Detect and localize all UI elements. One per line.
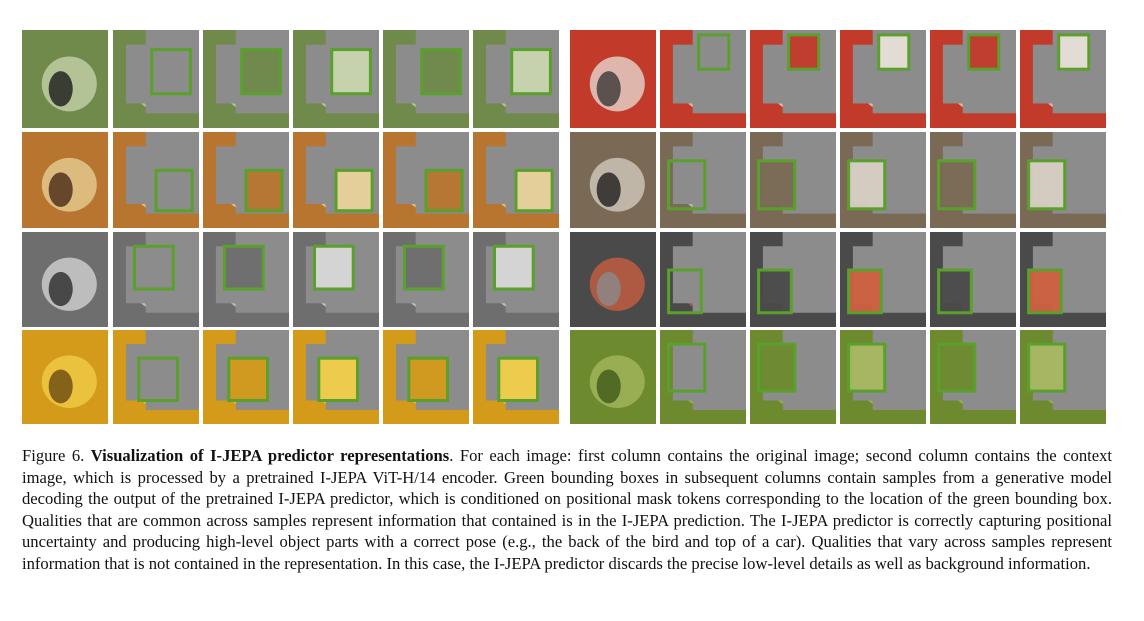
green-box [967, 33, 1001, 71]
predicted-sample [494, 246, 534, 289]
predicted-sample [498, 358, 538, 401]
green-box [137, 356, 180, 403]
predicted-sample [1058, 34, 1089, 70]
green-box [697, 33, 731, 71]
caption-label: Figure 6. [22, 446, 85, 465]
green-box [937, 159, 977, 211]
photo-detail [596, 369, 621, 404]
predicted-sample [1028, 270, 1062, 313]
context-mask [125, 246, 161, 304]
context-mask [125, 344, 161, 401]
green-box [240, 48, 282, 96]
green-box [757, 342, 797, 393]
photo-detail [48, 271, 73, 307]
predicted-sample [758, 160, 795, 209]
green-box [223, 244, 265, 291]
predicted-sample [314, 246, 354, 289]
green-box [787, 33, 821, 71]
green-box [514, 168, 554, 213]
green-box [244, 168, 284, 213]
figure-grid [22, 30, 1106, 424]
green-box [1027, 342, 1067, 393]
green-box [1027, 268, 1063, 315]
green-box [667, 342, 707, 393]
caption-body: . For each image: first column contains … [22, 446, 1112, 573]
predicted-sample [938, 270, 972, 313]
green-box [497, 356, 539, 403]
green-box [757, 159, 797, 211]
green-box [424, 168, 464, 213]
green-box [757, 268, 793, 315]
predicted-sample [848, 270, 882, 313]
predicted-sample [511, 49, 551, 94]
green-box [847, 342, 887, 393]
green-box [403, 244, 445, 291]
photo-detail [48, 71, 73, 107]
predicted-sample [788, 34, 819, 70]
green-box [334, 168, 374, 213]
photo-detail [596, 71, 621, 107]
predicted-sample [1028, 160, 1065, 209]
photo-detail [48, 369, 73, 404]
green-box [317, 356, 359, 403]
photo-detail [596, 172, 621, 207]
green-box [227, 356, 270, 403]
context-mask [672, 146, 708, 204]
predicted-sample [228, 358, 268, 401]
predicted-sample [1028, 344, 1065, 392]
photo-detail [48, 172, 73, 207]
green-box [667, 159, 707, 211]
predicted-sample [336, 170, 373, 211]
green-box [133, 244, 175, 291]
green-box [407, 356, 449, 403]
predicted-sample [848, 344, 885, 392]
green-box [330, 48, 372, 96]
green-box [937, 342, 977, 393]
predicted-sample [878, 34, 909, 70]
predicted-sample [224, 246, 264, 289]
predicted-sample [516, 170, 553, 211]
predicted-sample [246, 170, 283, 211]
predicted-sample [848, 160, 885, 209]
predicted-sample [758, 344, 795, 392]
green-box [1057, 33, 1091, 71]
green-box [154, 168, 194, 213]
green-box [1027, 159, 1067, 211]
predicted-sample [758, 270, 792, 313]
green-box [313, 244, 355, 291]
predicted-sample [421, 49, 461, 94]
green-box [667, 268, 703, 315]
green-box [847, 268, 883, 315]
green-box [510, 48, 552, 96]
predicted-sample [938, 344, 975, 392]
predicted-sample [408, 358, 448, 401]
predicted-sample [331, 49, 371, 94]
predicted-sample [938, 160, 975, 209]
green-box [493, 244, 535, 291]
context-mask [672, 44, 708, 104]
photo-detail [596, 271, 621, 307]
green-box [150, 48, 192, 96]
green-box [937, 268, 973, 315]
predicted-sample [968, 34, 999, 70]
caption-title: Visualization of I-JEPA predictor repres… [90, 446, 450, 465]
green-box [877, 33, 911, 71]
predicted-sample [318, 358, 358, 401]
predicted-sample [241, 49, 281, 94]
green-box [420, 48, 462, 96]
predicted-sample [404, 246, 444, 289]
predicted-sample [426, 170, 463, 211]
caption: Figure 6. Visualization of I-JEPA predic… [22, 445, 1112, 575]
green-box [847, 159, 887, 211]
